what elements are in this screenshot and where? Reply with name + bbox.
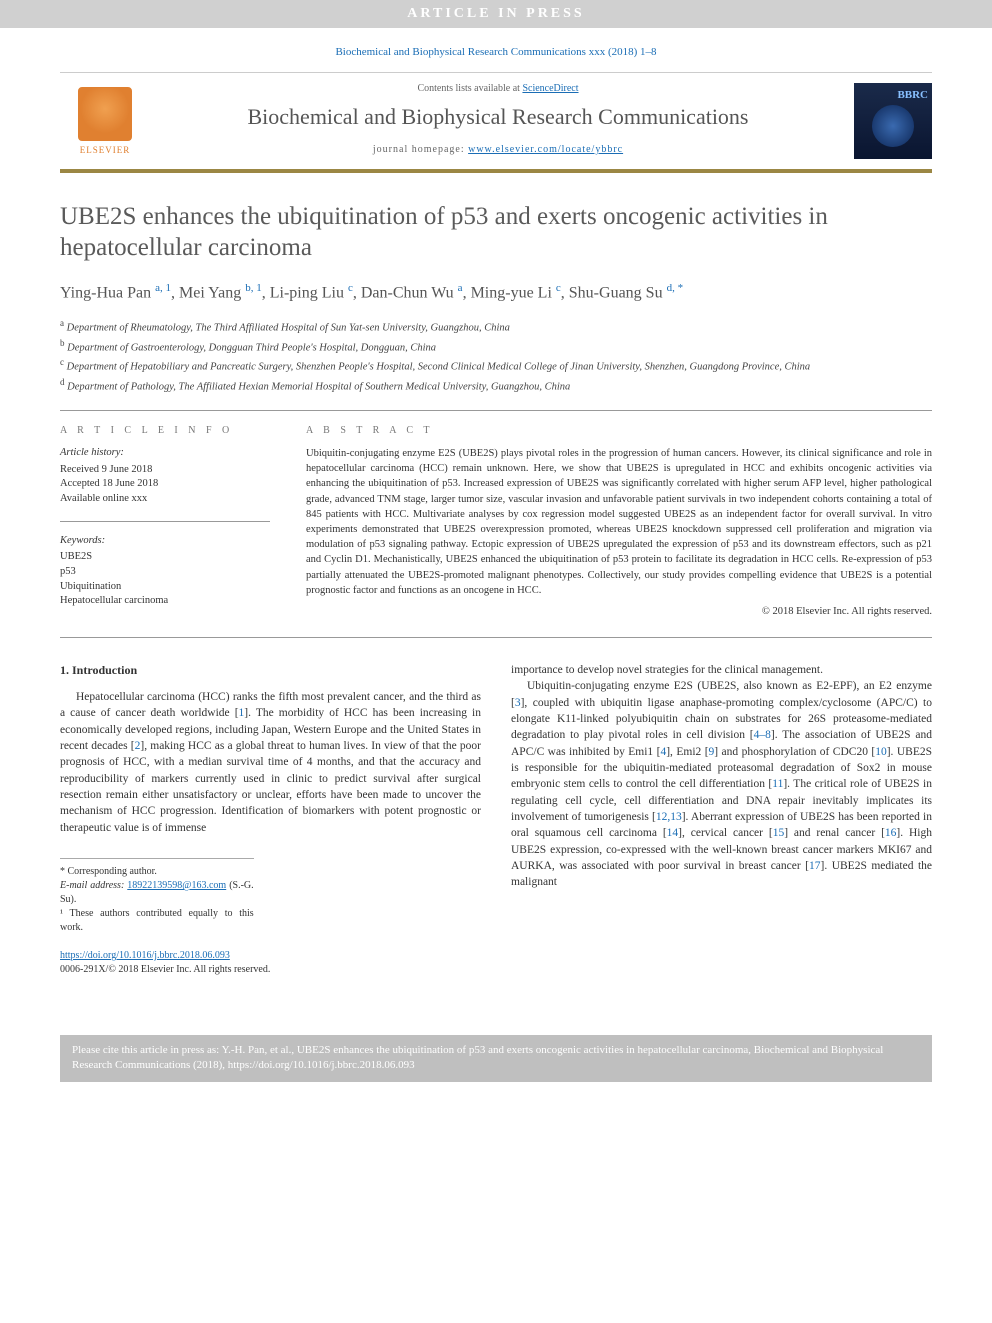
intro-para-1: Hepatocellular carcinoma (HCC) ranks the… — [60, 689, 481, 836]
abstract-copyright: © 2018 Elsevier Inc. All rights reserved… — [306, 606, 932, 617]
abstract-heading: A B S T R A C T — [306, 425, 932, 436]
elsevier-tree-icon — [78, 87, 132, 141]
cover-abbrev: BBRC — [897, 89, 928, 101]
corresponding-email-link[interactable]: 18922139598@163.com — [127, 880, 226, 891]
section-heading-intro: 1. Introduction — [60, 662, 481, 679]
journal-cover-thumb: BBRC — [854, 83, 932, 159]
author-list: Ying-Hua Pan a, 1, Mei Yang b, 1, Li-pin… — [60, 280, 932, 305]
sciencedirect-link[interactable]: ScienceDirect — [522, 83, 578, 94]
body-two-column: 1. Introduction Hepatocellular carcinoma… — [60, 662, 932, 977]
journal-homepage-line: journal homepage: www.elsevier.com/locat… — [158, 144, 838, 155]
citation-line: Biochemical and Biophysical Research Com… — [60, 46, 932, 58]
journal-homepage-link[interactable]: www.elsevier.com/locate/ybbrc — [468, 144, 623, 155]
journal-header: ELSEVIER Contents lists available at Sci… — [60, 72, 932, 173]
footnotes-block: * Corresponding author. E-mail address: … — [60, 858, 254, 935]
abstract-block: A B S T R A C T Ubiquitin-conjugating en… — [306, 425, 932, 623]
contents-lists-line: Contents lists available at ScienceDirec… — [158, 83, 838, 94]
keywords-list: UBE2Sp53UbiquitinationHepatocellular car… — [60, 550, 270, 609]
column-right: importance to develop novel strategies f… — [511, 662, 932, 977]
doi-block: https://doi.org/10.1016/j.bbrc.2018.06.0… — [60, 949, 481, 977]
article-title: UBE2S enhances the ubiquitination of p53… — [60, 201, 932, 264]
intro-para-2a: importance to develop novel strategies f… — [511, 662, 932, 678]
email-line: E-mail address: 18922139598@163.com (S.-… — [60, 879, 254, 907]
history-label: Article history: — [60, 446, 270, 461]
divider — [60, 521, 270, 522]
journal-name: Biochemical and Biophysical Research Com… — [158, 104, 838, 130]
article-info-block: A R T I C L E I N F O Article history: R… — [60, 425, 270, 623]
received-date: Received 9 June 2018 — [60, 463, 270, 478]
accepted-date: Accepted 18 June 2018 — [60, 477, 270, 492]
article-in-press-banner: ARTICLE IN PRESS — [0, 0, 992, 28]
intro-para-2b: Ubiquitin-conjugating enzyme E2S (UBE2S,… — [511, 678, 932, 890]
affiliation-list: a Department of Rheumatology, The Third … — [60, 317, 932, 396]
article-info-heading: A R T I C L E I N F O — [60, 425, 270, 436]
divider — [60, 410, 932, 411]
elsevier-label: ELSEVIER — [80, 145, 131, 155]
corresponding-author-note: * Corresponding author. — [60, 865, 254, 879]
doi-rights: 0006-291X/© 2018 Elsevier Inc. All right… — [60, 964, 270, 975]
abstract-body: Ubiquitin-conjugating enzyme E2S (UBE2S)… — [306, 446, 932, 598]
doi-link[interactable]: https://doi.org/10.1016/j.bbrc.2018.06.0… — [60, 950, 230, 961]
online-date: Available online xxx — [60, 492, 270, 507]
equal-contribution-note: ¹ These authors contributed equally to t… — [60, 907, 254, 935]
divider — [60, 637, 932, 638]
keywords-label: Keywords: — [60, 534, 270, 549]
please-cite-box: Please cite this article in press as: Y.… — [60, 1035, 932, 1082]
elsevier-logo: ELSEVIER — [60, 73, 150, 169]
column-left: 1. Introduction Hepatocellular carcinoma… — [60, 662, 481, 977]
